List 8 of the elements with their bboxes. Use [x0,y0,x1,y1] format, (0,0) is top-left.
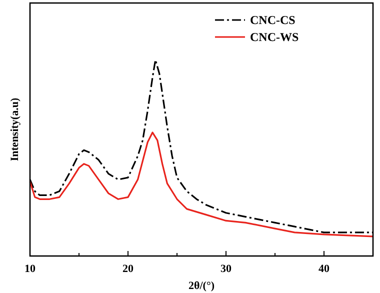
x-tick-label: 40 [318,263,330,275]
x-tick-label: 10 [24,263,36,275]
x-axis-title: 2θ/(°) [188,280,215,292]
x-tick-label: 20 [122,263,134,275]
y-axis-title: Intensity(a.u) [9,98,21,162]
x-tick-label: 30 [220,263,232,275]
legend-label: CNC-CS [250,13,296,27]
legend-label: CNC-WS [250,30,299,44]
